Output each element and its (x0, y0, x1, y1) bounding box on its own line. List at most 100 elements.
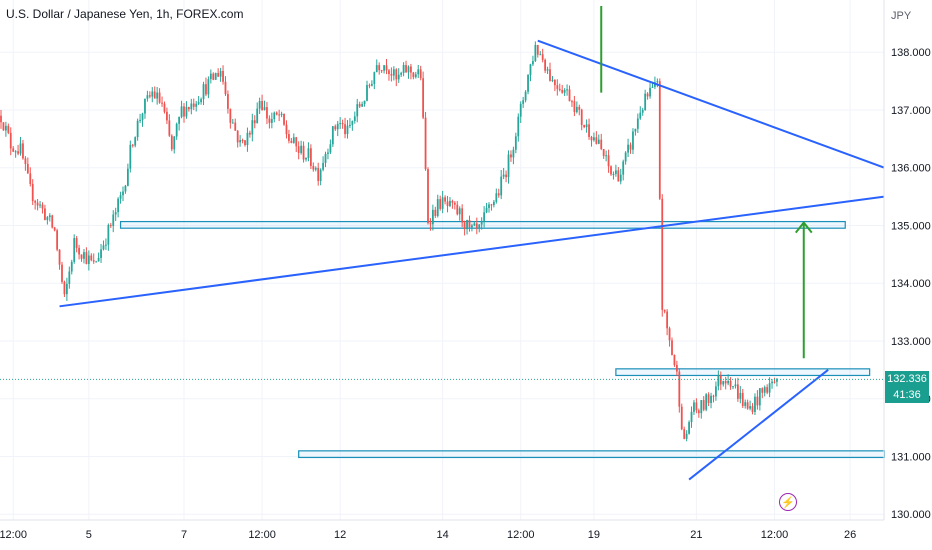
candle-body (424, 117, 427, 170)
candle-body (288, 134, 290, 141)
candle-body (532, 61, 534, 65)
candle-body (671, 340, 673, 355)
candle-body (571, 101, 573, 103)
candle-body (297, 146, 300, 153)
candle-body (44, 208, 46, 220)
candle-body (761, 388, 764, 393)
candle-body (649, 87, 651, 97)
candle-body (661, 198, 664, 310)
candle-body (400, 72, 403, 75)
candle-body (119, 195, 122, 199)
candle-body (166, 111, 168, 121)
x-tick-label: 14 (437, 529, 449, 541)
candle-body (375, 65, 378, 73)
candle-body (185, 107, 188, 117)
candle-body (246, 132, 249, 146)
candle-body (7, 125, 10, 133)
candle-body (100, 249, 102, 258)
candle-body (275, 112, 278, 115)
candle-body (336, 123, 339, 130)
x-tick-label: 12:00 (761, 529, 789, 541)
candle-body (500, 176, 503, 196)
candle-body (258, 101, 261, 109)
candle-body (444, 197, 446, 202)
candle-body (675, 365, 678, 372)
candle-body (683, 429, 686, 439)
candle-body (175, 123, 178, 137)
candle-body (756, 396, 759, 406)
candle-body (524, 91, 527, 101)
candle-body (619, 174, 622, 182)
candle-body (183, 106, 185, 117)
candle-body (622, 161, 625, 175)
candle-body (90, 255, 93, 261)
candle-body (144, 98, 146, 114)
candle-body (488, 204, 490, 208)
x-tick-label: 26 (844, 529, 856, 541)
candle-body (590, 136, 593, 141)
candle-body (602, 148, 605, 156)
candle-body (546, 69, 549, 71)
candle-body (663, 309, 666, 312)
y-tick-label: 135.000 (891, 220, 931, 232)
candle-body (688, 422, 690, 434)
candle-body (156, 92, 159, 99)
candle-body (600, 139, 603, 149)
candle-body (148, 95, 151, 97)
lightning-icon[interactable]: ⚡ (779, 493, 797, 511)
x-tick-label: 7 (181, 529, 187, 541)
candle-body (280, 113, 283, 116)
price-axis[interactable]: 130.000131.000132.000133.000134.000135.0… (891, 47, 931, 521)
x-tick-label: 19 (588, 529, 600, 541)
candle-body (434, 209, 437, 216)
candle-body (202, 84, 205, 100)
candle-body (24, 158, 27, 164)
candle-body (544, 59, 547, 71)
candle-body (507, 154, 510, 178)
candle-body (441, 197, 444, 209)
arrows (600, 6, 813, 359)
candle-body (212, 73, 215, 80)
candle-body (358, 104, 361, 107)
candle-body (207, 79, 210, 95)
candle-body (129, 144, 132, 169)
candle-body (480, 220, 483, 225)
candle-body (78, 247, 80, 255)
candle-body (300, 145, 303, 153)
candle-body (268, 118, 271, 123)
candle-body (397, 74, 400, 80)
trendlines[interactable] (59, 39, 885, 481)
candle-body (107, 224, 110, 245)
candle-body (497, 193, 500, 196)
candle-body (253, 120, 256, 124)
candle-body (170, 135, 173, 150)
time-axis[interactable]: 12:00 5 7 12:00 12 14 12:00 19 21 12:00 26 (0, 529, 856, 541)
x-tick-label: 12:00 (507, 529, 535, 541)
candle-body (466, 219, 468, 230)
candle-body (46, 217, 49, 220)
candle-body (68, 271, 71, 284)
candle-body (339, 123, 342, 125)
candle-body (468, 219, 471, 228)
candle-body (471, 225, 473, 228)
candle-body (490, 204, 493, 206)
candle-body (0, 115, 2, 123)
candle-body (29, 173, 32, 184)
candle-body (322, 162, 324, 170)
candle-body (173, 136, 176, 150)
candle-body (722, 381, 725, 385)
candle-body (744, 402, 747, 406)
candle-body (446, 201, 449, 206)
candle-body (117, 198, 120, 213)
candle-body (705, 394, 708, 410)
candle-body (214, 73, 217, 80)
candle-body (65, 283, 68, 295)
candle-body (122, 191, 124, 196)
candle-body (475, 223, 478, 228)
candle-body (368, 85, 371, 87)
x-tick-label: 12 (334, 529, 346, 541)
candle-body (200, 99, 202, 103)
candle-body (614, 170, 617, 175)
candle-body (283, 113, 285, 125)
